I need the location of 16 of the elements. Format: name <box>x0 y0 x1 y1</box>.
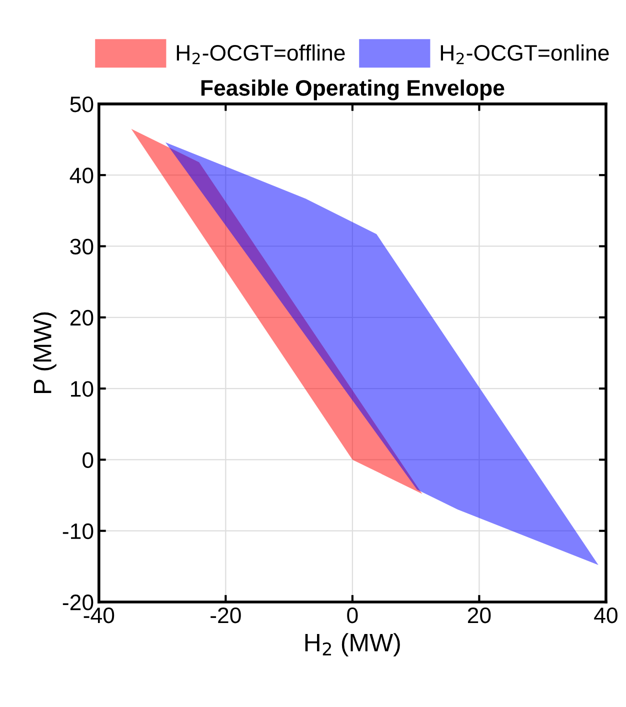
x-tick-label: 0 <box>347 607 358 624</box>
x-tick-label: 40 <box>594 607 618 624</box>
y-tick-label: -10 <box>62 523 94 540</box>
chart-title: Feasible Operating Envelope <box>201 79 504 100</box>
x-axis-title: H$_{2}$ (MW) <box>305 633 400 656</box>
legend-label: H$_{2}$-OCGT=offline <box>176 44 345 64</box>
y-tick-label: 30 <box>70 238 94 255</box>
x-tick-label: -20 <box>210 607 241 624</box>
y-tick-label: 0 <box>82 452 94 468</box>
y-tick-label: 20 <box>70 310 94 326</box>
x-tick-label: 20 <box>468 607 491 624</box>
legend-label: H$_{2}$-OCGT=online <box>440 44 609 64</box>
y-tick-label: 10 <box>71 381 94 397</box>
y-axis-title: P (MW) <box>33 312 56 394</box>
y-tick-label: 40 <box>70 168 94 184</box>
y-tick-label: 50 <box>70 96 94 112</box>
